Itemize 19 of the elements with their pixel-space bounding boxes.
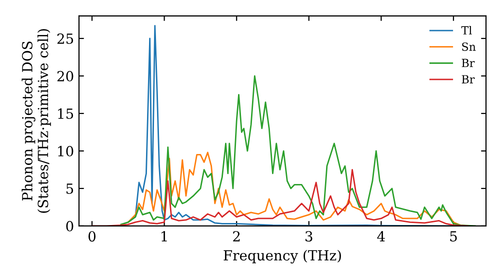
legend-label: Br xyxy=(462,58,475,68)
y-tick-label: 15 xyxy=(58,108,74,119)
y-tick-label: 0 xyxy=(66,220,74,232)
y-axis-title: Phonon projected DOS (States/THz·primitive cell) xyxy=(22,29,51,213)
x-tick-label: 3 xyxy=(306,231,312,242)
x-tick-label: 4 xyxy=(377,231,385,242)
y-tick-label: 20 xyxy=(57,70,74,82)
x-tick-label: 2 xyxy=(233,231,240,242)
x-tick-label: 1 xyxy=(162,231,167,242)
legend-label: Sn xyxy=(462,42,476,51)
x-tick-label: 0 xyxy=(88,231,96,242)
y-tick-label: 10 xyxy=(58,146,74,156)
y-tick-label: 25 xyxy=(57,33,74,44)
x-tick-label: 5 xyxy=(450,231,457,242)
legend-label: Tl xyxy=(461,26,472,34)
legend-label: Br xyxy=(462,75,475,84)
line-series xyxy=(120,75,476,226)
y-tick-label: 5 xyxy=(66,184,74,194)
x-axis-title: Frequency (THz) xyxy=(224,250,341,264)
